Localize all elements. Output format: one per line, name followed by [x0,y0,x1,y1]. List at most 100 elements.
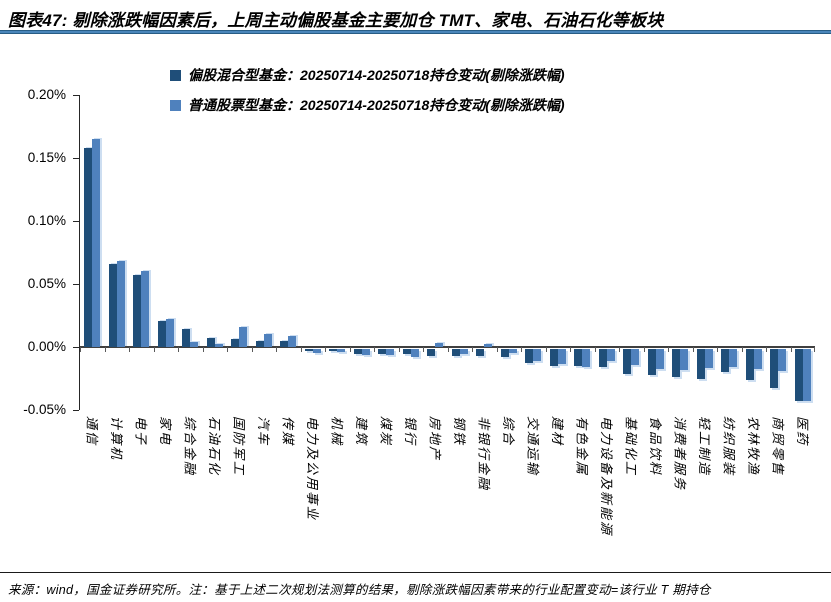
bar-stock-综合金融 [190,341,199,347]
x-label-cell: 银行 [398,416,423,566]
x-category-label: 国防军工 [231,416,247,477]
bar-stock-农林牧渔 [753,348,762,369]
x-category-label: 煤炭 [378,416,394,447]
x-category-label: 综合金融 [182,416,198,477]
category-column-22 [595,95,620,410]
bar-mixed-建筑 [353,348,362,354]
bar-mixed-银行 [402,348,411,354]
x-label-cell: 纺织服装 [716,416,741,566]
x-category-label: 食品饮料 [647,416,663,477]
legend-item-mixed-equity-fund: 偏股混合型基金：20250714-20250718持仓变动(剔除涨跌幅) [170,60,565,90]
bar-mixed-食品饮料 [647,348,656,375]
x-label-cell: 房地产 [422,416,447,566]
bar-mixed-传媒 [280,341,289,347]
bar-mixed-煤炭 [378,348,387,354]
figure-title: 图表47: 剔除涨跌幅因素后，上周主动偏股基金主要加仓 TMT、家电、石油石化等… [8,11,664,30]
x-category-label: 石油石化 [206,416,222,477]
category-column-8 [252,95,277,410]
x-tick-mark [80,347,81,352]
bar-mixed-钢铁 [451,348,460,356]
x-category-label: 有色金属 [574,416,590,477]
bar-stock-建材 [557,348,566,365]
bar-stock-非银行金融 [484,343,493,347]
category-column-17 [472,95,497,410]
x-tick-mark [521,347,522,352]
x-label-cell: 电力及公用事业 [300,416,325,566]
x-label-cell: 消费者服务 [667,416,692,566]
x-label-cell: 商贸零售 [765,416,790,566]
category-column-12 [350,95,375,410]
category-column-9 [276,95,301,410]
x-category-label: 轻工制造 [696,416,712,477]
x-category-label: 综合 [500,416,516,447]
category-column-25 [668,95,693,410]
category-column-1 [80,95,105,410]
y-tick-label: 0.05% [27,276,66,291]
source-note: 来源：wind，国金证券研究所。注：基于上述二次规划法测算的结果，剔除涨跌幅因素… [8,583,711,597]
bar-stock-有色金属 [582,348,591,368]
x-category-label: 基础化工 [623,416,639,477]
x-category-label: 交通运输 [525,416,541,477]
x-label-cell: 电子 [128,416,153,566]
x-tick-mark [104,347,106,352]
x-label-cell: 通信 [79,416,104,566]
x-label-cell: 综合金融 [177,416,202,566]
category-column-3 [129,95,154,410]
category-column-5 [178,95,203,410]
chart-legend: 偏股混合型基金：20250714-20250718持仓变动(剔除涨跌幅) 普通股… [170,60,565,120]
x-tick-mark [472,347,473,352]
category-column-15 [423,95,448,410]
x-category-label: 通信 [84,416,100,447]
x-label-cell: 钢铁 [447,416,472,566]
bar-mixed-农林牧渔 [745,348,754,380]
x-tick-mark [619,347,620,352]
bar-mixed-基础化工 [623,348,632,374]
x-tick-mark [276,347,277,352]
bar-stock-计算机 [116,261,125,347]
bar-mixed-汽车 [255,340,264,347]
x-tick-mark [423,347,424,352]
bar-mixed-电力设备及新能源 [598,348,607,367]
x-label-cell: 非银行金融 [471,416,496,566]
x-tick-mark [202,347,204,352]
x-category-label: 传媒 [280,416,296,447]
category-column-18 [497,95,522,410]
bar-mixed-轻工制造 [696,348,705,379]
y-tick-label: 0.20% [27,87,66,102]
bar-stock-电力及公用事业 [312,348,321,353]
bar-stock-电力设备及新能源 [606,348,615,362]
y-tick-label: 0.00% [27,339,66,354]
bar-mixed-计算机 [108,263,117,347]
x-label-cell: 汽车 [251,416,276,566]
x-category-label: 农林牧渔 [745,416,761,477]
bar-stock-食品饮料 [655,348,664,369]
x-category-label: 电力及公用事业 [304,416,320,522]
bar-stock-煤炭 [386,348,395,355]
bar-mixed-非银行金融 [476,348,485,357]
bar-stock-电子 [141,271,150,347]
bar-stock-医药 [802,348,811,402]
bar-mixed-综合金融 [182,329,191,347]
x-tick-mark [570,347,571,352]
category-column-11 [325,95,350,410]
bar-mixed-电力及公用事业 [304,348,313,352]
category-column-16 [448,95,473,410]
x-category-label: 电力设备及新能源 [598,416,614,537]
x-category-label: 机械 [329,416,345,447]
x-tick-mark [153,347,155,352]
x-category-label: 医药 [794,416,810,447]
x-tick-mark [741,347,743,352]
bar-mixed-综合 [500,348,509,358]
x-label-cell: 煤炭 [373,416,398,566]
x-label-cell: 综合 [496,416,521,566]
bar-stock-商贸零售 [778,348,787,372]
x-tick-mark [643,347,645,352]
category-column-13 [374,95,399,410]
x-tick-mark [227,347,228,352]
x-tick-mark [766,347,767,352]
bar-mixed-商贸零售 [770,348,779,389]
x-axis-category-labels: 通信 计算机 电子 家电 综合金融 石油石化 国防军工 汽车 传媒 电力及公用事业 机械 建筑 煤炭 银行… [79,416,814,566]
x-label-cell: 机械 [324,416,349,566]
category-column-7 [227,95,252,410]
